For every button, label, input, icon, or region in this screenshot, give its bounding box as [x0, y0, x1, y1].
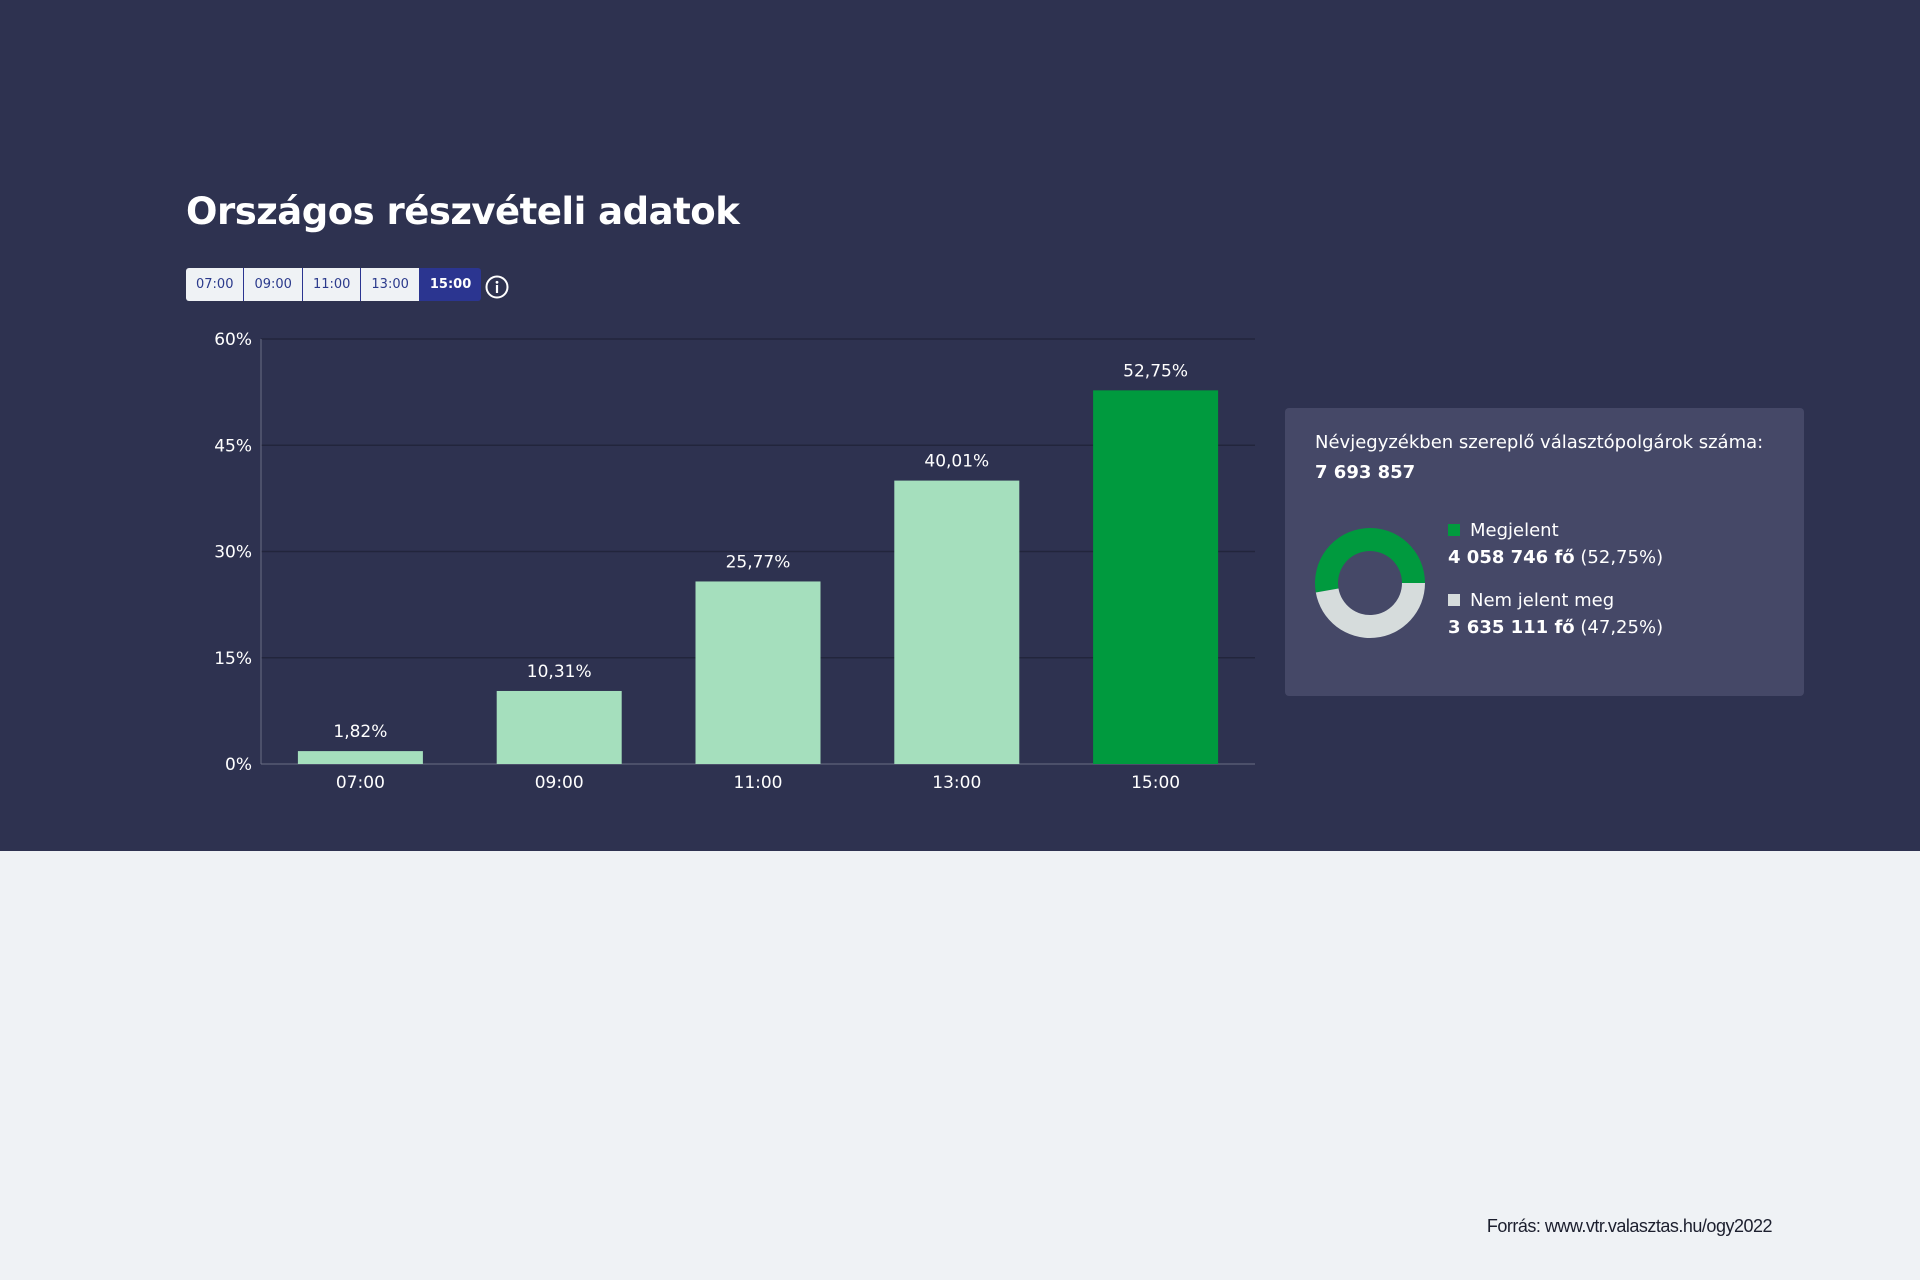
- y-tick-label: 15%: [214, 649, 252, 669]
- x-tick-label: 11:00: [734, 773, 783, 793]
- data-label: 40,01%: [924, 452, 989, 472]
- legend-pct: (52,75%): [1580, 547, 1664, 568]
- summary-panel: Névjegyzékben szereplő választópolgárok …: [1285, 408, 1804, 696]
- legend-absent: Nem jelent meg 3 635 111 fő (47,25%): [1448, 590, 1663, 638]
- legend-count: 3 635 111 fő: [1448, 617, 1575, 638]
- donut-slice: [1315, 583, 1425, 638]
- donut-slice: [1315, 527, 1425, 593]
- info-icon[interactable]: [485, 275, 509, 299]
- tab-1100[interactable]: 11:00: [302, 268, 362, 301]
- tab-0700[interactable]: 07:00: [186, 268, 245, 301]
- data-label: 10,31%: [527, 662, 592, 682]
- x-tick-label: 15:00: [1131, 773, 1180, 793]
- source-text: Forrás: www.vtr.valasztas.hu/ogy2022: [1486, 1216, 1773, 1236]
- legend-swatch-grey: [1448, 594, 1460, 606]
- y-tick-label: 30%: [214, 543, 252, 563]
- turnout-bar-chart: 0% 15% 30% 45% 60% 1,82% 07:00 10,31% 09:00 25,77…: [214, 330, 1255, 793]
- legend-swatch-green: [1448, 524, 1460, 536]
- tab-1500[interactable]: 15:00: [419, 268, 482, 301]
- data-label: 25,77%: [726, 552, 791, 572]
- bar: [1093, 390, 1219, 764]
- legend-count: 4 058 746 fő: [1448, 547, 1575, 568]
- legend-label: Nem jelent meg: [1470, 590, 1615, 611]
- x-tick-label: 09:00: [535, 773, 584, 793]
- tab-0900[interactable]: 09:00: [244, 268, 303, 301]
- y-tick-label: 45%: [214, 436, 252, 456]
- y-tick-label: 0%: [225, 755, 252, 775]
- y-tick-label: 60%: [214, 330, 252, 350]
- data-label: 52,75%: [1123, 361, 1188, 381]
- registered-voters-value: 7 693 857: [1315, 462, 1416, 483]
- legend-present: Megjelent 4 058 746 fő (52,75%): [1448, 520, 1663, 568]
- page-title: Országos részvételi adatok: [186, 190, 740, 233]
- time-tabs: 07:00 09:00 11:00 13:00 15:00: [186, 268, 482, 301]
- tab-1300[interactable]: 13:00: [361, 268, 420, 301]
- legend-label: Megjelent: [1470, 520, 1559, 541]
- data-label: 1,82%: [333, 722, 387, 742]
- bar: [894, 480, 1020, 764]
- x-tick-label: 13:00: [932, 773, 981, 793]
- bar: [297, 751, 423, 764]
- bar: [496, 690, 622, 764]
- bar: [695, 581, 821, 764]
- x-tick-label: 07:00: [336, 773, 385, 793]
- registered-voters-label: Névjegyzékben szereplő választópolgárok …: [1315, 432, 1764, 453]
- legend-pct: (47,25%): [1580, 617, 1664, 638]
- turnout-donut-chart: [1315, 527, 1425, 638]
